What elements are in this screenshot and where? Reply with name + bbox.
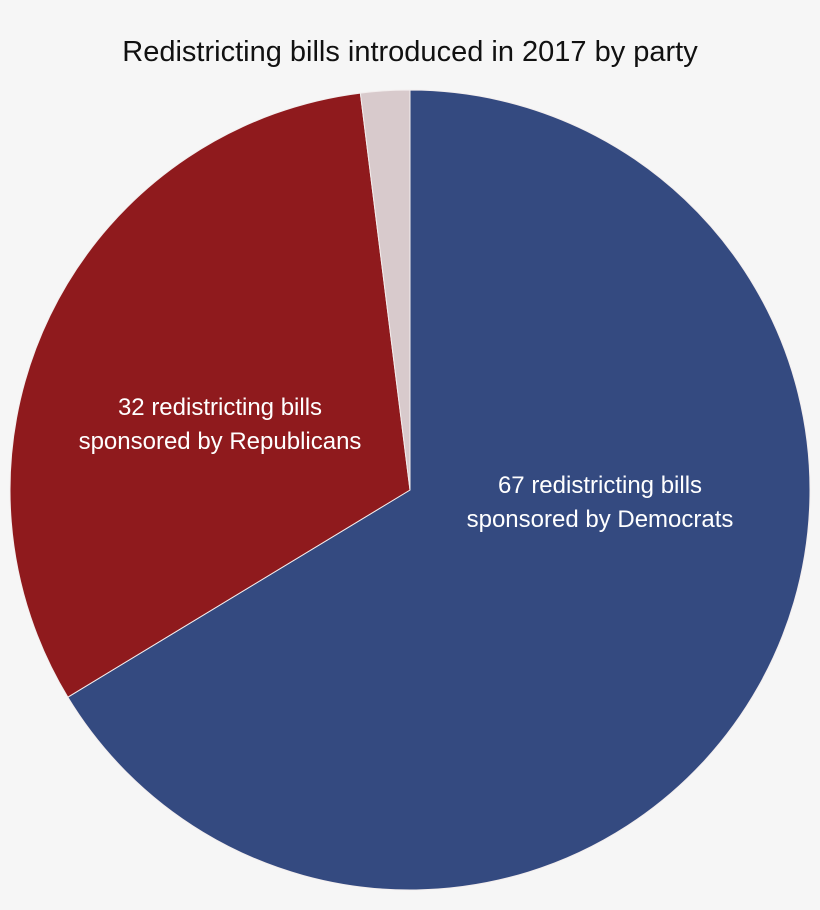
pie-slice — [67, 89, 811, 891]
slice-label-line: sponsored by Democrats — [467, 506, 734, 533]
pie-slice — [359, 89, 411, 491]
slice-label: 67 redistricting bills sponsored by Democ… — [467, 472, 734, 533]
slice-label: 32 redistricting bills sponsored by Repub… — [79, 394, 362, 455]
chart-title: Redistricting bills introduced in 2017 b… — [122, 36, 698, 68]
slice-label-line: 67 redistricting bills — [498, 472, 702, 499]
pie-slice — [9, 92, 411, 698]
slice-label-line: 32 redistricting bills — [118, 394, 322, 421]
slice-label-line: sponsored by Republicans — [79, 428, 362, 455]
